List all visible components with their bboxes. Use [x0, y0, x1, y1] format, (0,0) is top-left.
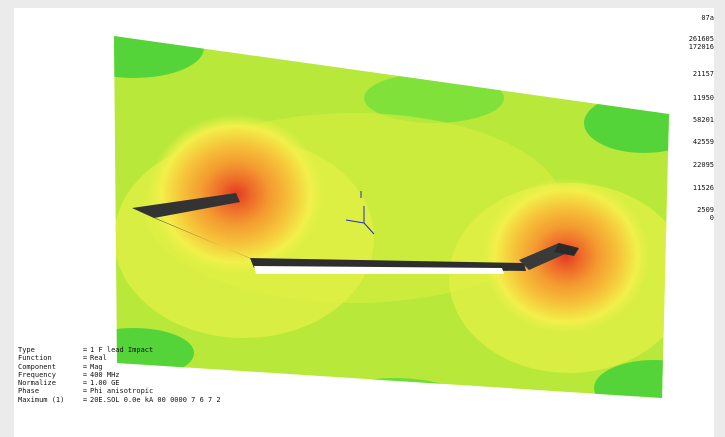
field-plot — [114, 36, 669, 398]
info-key: Maximum (1) — [18, 395, 65, 404]
3d-viewport[interactable]: 07a 261605 172016 21157 11950 58201 4255… — [14, 8, 714, 437]
info-value: 1.00 GE — [90, 379, 120, 388]
legend-label: 2509 — [697, 206, 714, 214]
info-key: Type — [18, 346, 35, 354]
axis-triad-icon — [345, 191, 375, 235]
legend-label: 07a — [701, 14, 714, 22]
info-value: Phi anisotropic — [90, 387, 154, 396]
info-key: Normalize — [18, 379, 56, 388]
info-key: Component — [18, 362, 56, 371]
info-row: Normalize = 1.00 GE — [18, 379, 120, 388]
info-row: Phase = Phi anisotropic — [18, 387, 154, 396]
legend-label: 172016 — [688, 43, 714, 51]
info-row: Type = 1 F lead Impact — [18, 346, 154, 354]
legend-label: 58201 — [692, 116, 714, 124]
info-value: 20E.SOL 0.0e kA 00 0000 7 6 7 2 — [90, 395, 221, 404]
legend-label: 0 — [709, 214, 714, 222]
legend-label: 22095 — [692, 161, 714, 169]
legend-label: 21157 — [692, 70, 714, 78]
legend-label: 261605 — [688, 35, 714, 43]
antenna-structure — [132, 193, 579, 274]
info-value: Real — [90, 354, 107, 363]
info-value: 400 MHz — [90, 370, 120, 379]
info-key: Frequency — [18, 370, 56, 379]
info-row: Frequency = 400 MHz — [18, 370, 120, 379]
legend-label: 11526 — [692, 184, 714, 192]
info-value: 1 F lead Impact — [90, 346, 154, 354]
info-row: Function = Real — [18, 354, 107, 363]
result-info-panel: Type = 1 F lead Impact Function = Real Compo… — [18, 346, 221, 404]
legend-label: 42559 — [692, 138, 714, 146]
info-row: Maximum (1) = 20E.SOL 0.0e kA 00 0000 7 6 … — [18, 395, 221, 404]
info-key: Function — [18, 354, 52, 363]
legend-label: 11950 — [692, 94, 714, 102]
info-value: Mag — [90, 362, 103, 371]
info-row: Component = Mag — [18, 362, 103, 371]
info-key: Phase — [18, 387, 40, 396]
